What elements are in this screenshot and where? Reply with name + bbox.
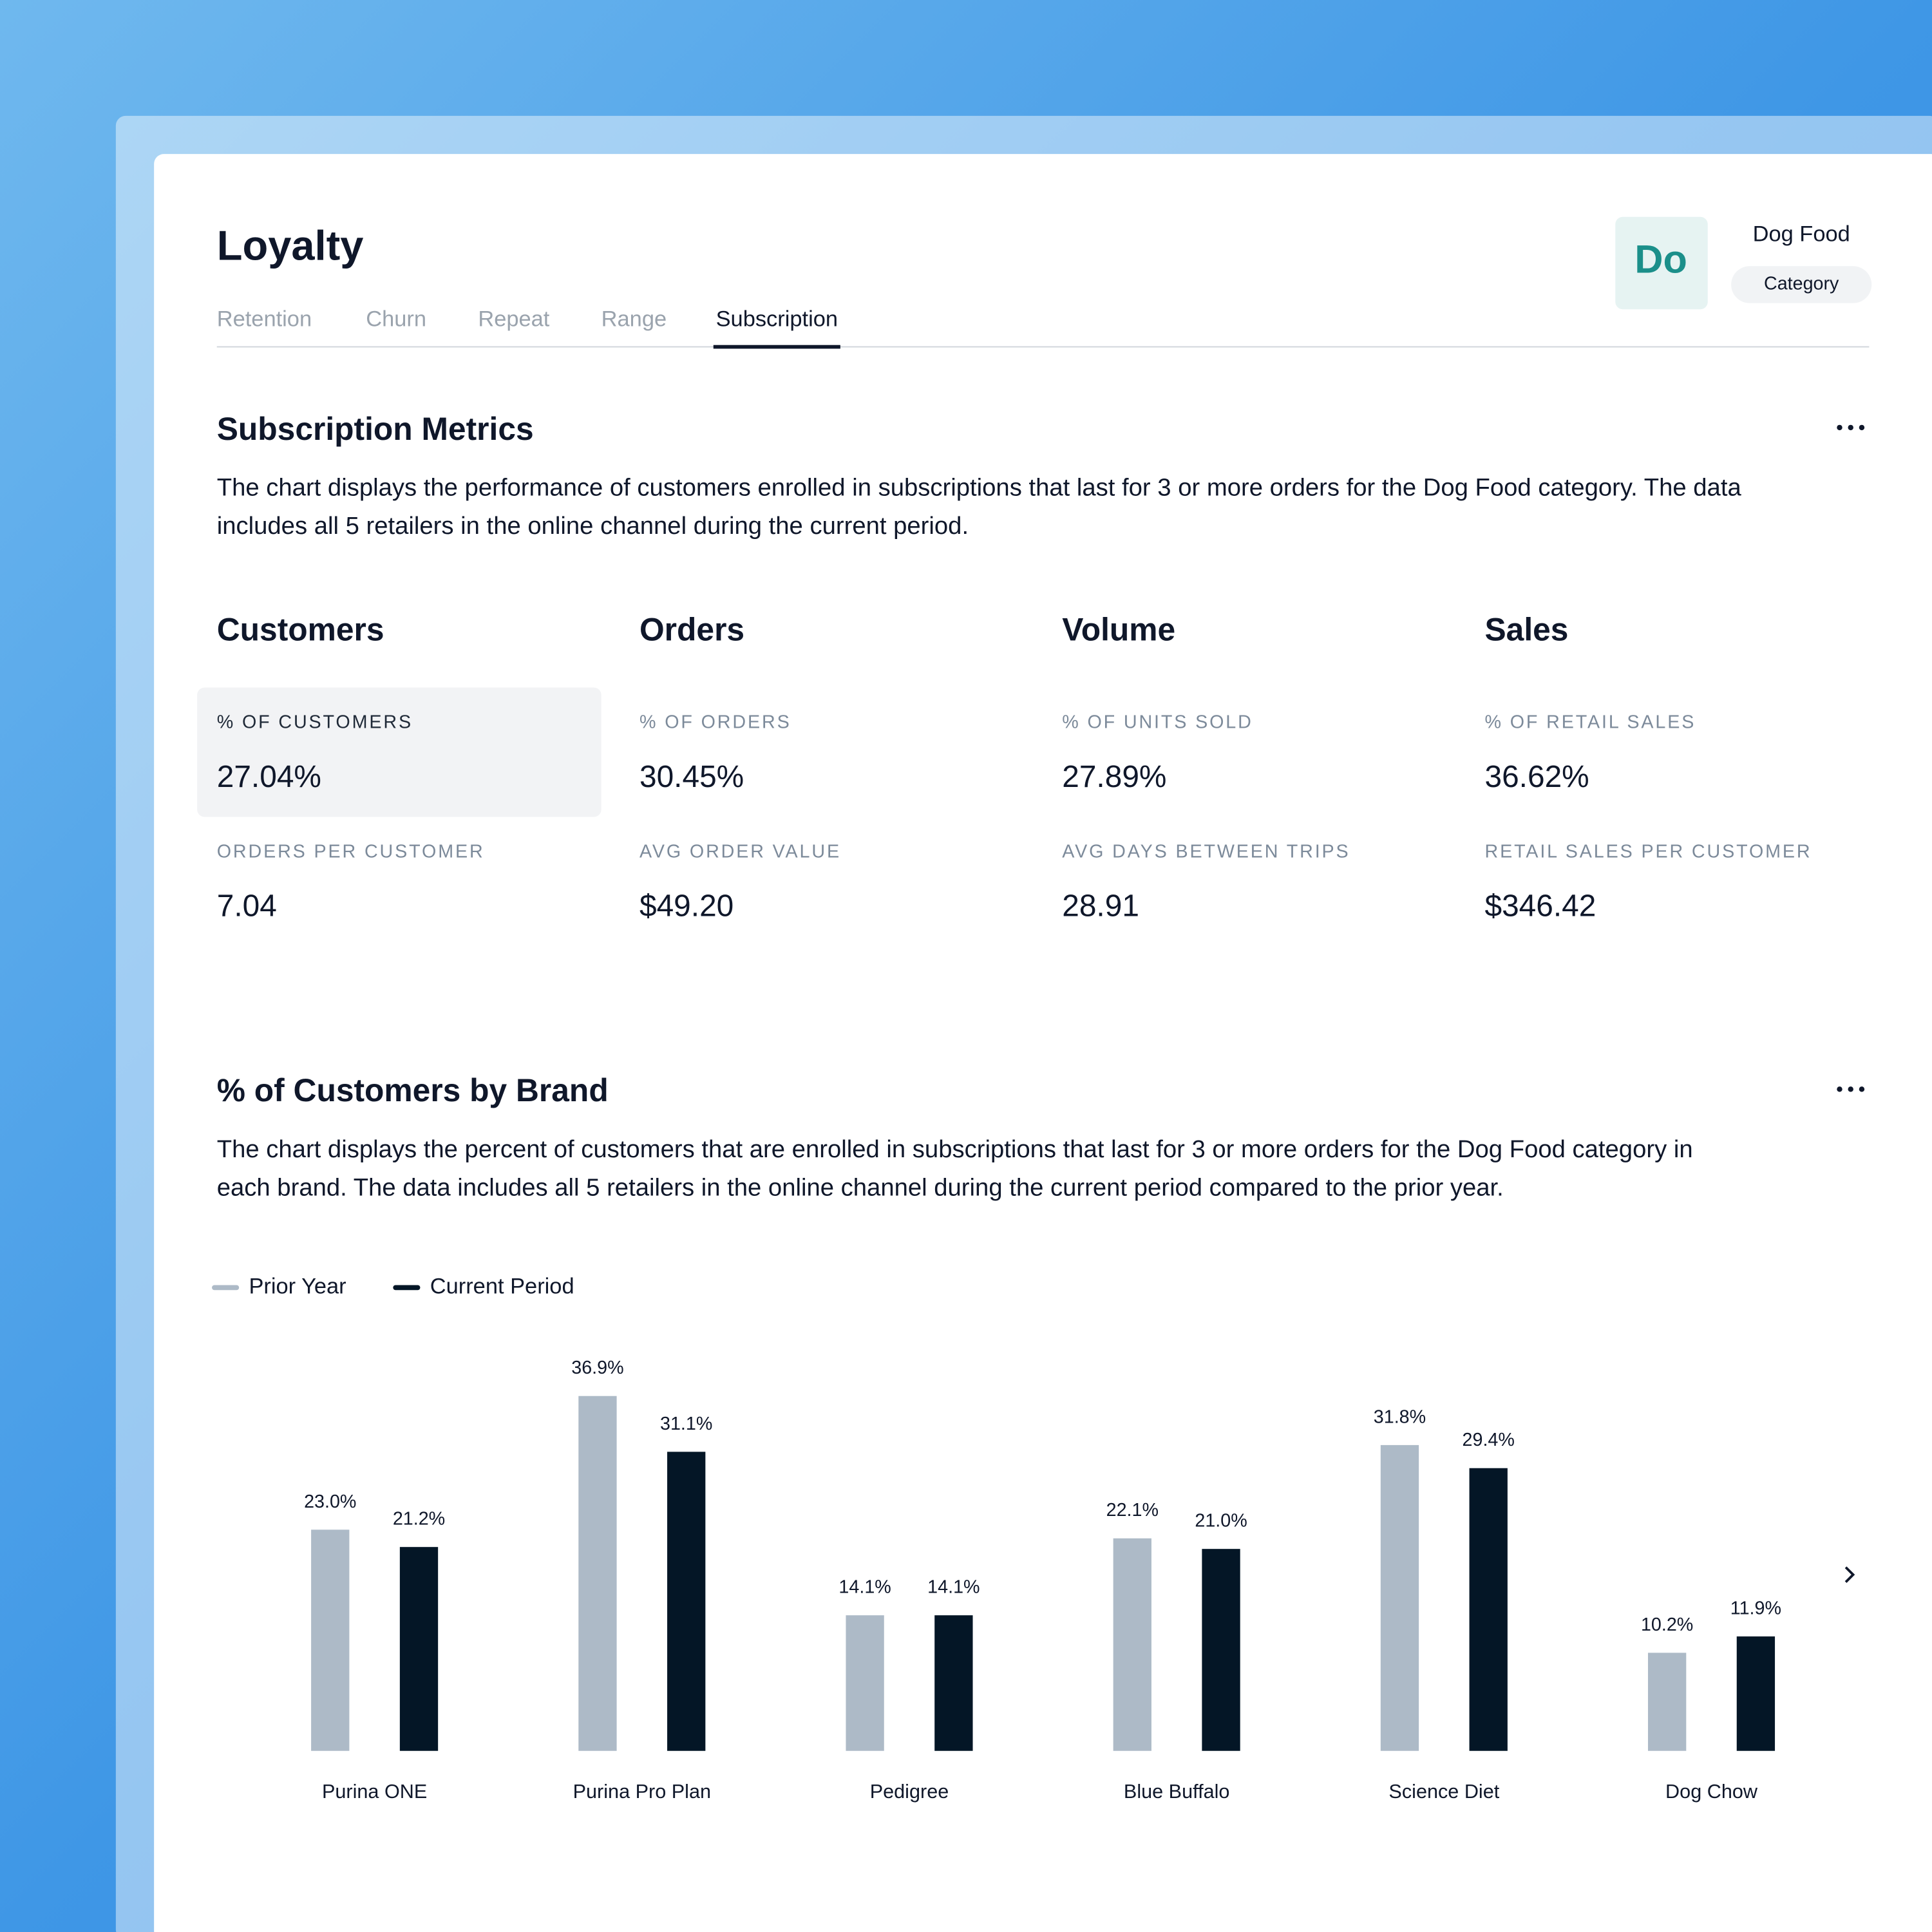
metric-label: % OF RETAIL SALES [1484, 712, 1696, 733]
bar [667, 1452, 706, 1751]
tab-underline [713, 345, 840, 349]
x-tick-label: Science Diet [1388, 1781, 1499, 1803]
metric-label: % OF CUSTOMERS [217, 712, 413, 733]
data-label: 22.1% [1106, 1500, 1159, 1520]
data-label: 29.4% [1463, 1430, 1515, 1450]
bar [1647, 1653, 1687, 1751]
tab[interactable]: Retention [217, 307, 312, 332]
tab[interactable]: Churn [366, 307, 426, 332]
metric-heading: Sales [1484, 612, 1568, 648]
metric-label: % OF UNITS SOLD [1062, 712, 1253, 733]
chart-description: each brand. The data includes all 5 reta… [217, 1173, 1504, 1201]
x-tick-label: Purina ONE [322, 1781, 427, 1803]
data-label: 21.2% [393, 1509, 445, 1530]
category-tag: Category [1764, 274, 1839, 294]
page-title: Loyalty [217, 222, 364, 269]
next-arrow[interactable] [1844, 1566, 1855, 1583]
tab[interactable]: Repeat [478, 307, 549, 332]
metric-label: RETAIL SALES PER CUSTOMER [1484, 842, 1812, 862]
metric-value: 27.89% [1062, 760, 1166, 794]
more-menu[interactable] [1837, 1086, 1865, 1092]
x-tick-label: Pedigree [870, 1781, 949, 1803]
data-label: 21.0% [1195, 1511, 1247, 1531]
legend-label: Current Period [430, 1274, 574, 1298]
metric-value: 7.04 [217, 889, 277, 923]
metric-value: 27.04% [217, 760, 321, 794]
metric-highlight [197, 687, 601, 817]
x-tick-label: Blue Buffalo [1124, 1781, 1230, 1803]
tab[interactable]: Subscription [716, 307, 838, 332]
metric-value: $346.42 [1484, 889, 1596, 923]
bar [311, 1530, 350, 1751]
bar [1202, 1549, 1240, 1751]
metric-heading: Volume [1062, 612, 1175, 648]
data-label: 14.1% [838, 1577, 891, 1598]
bar [1113, 1538, 1151, 1751]
bar [1380, 1444, 1419, 1751]
metric-value: 36.62% [1484, 760, 1589, 794]
more-menu[interactable] [1837, 424, 1865, 431]
metric-heading: Orders [639, 612, 744, 648]
x-tick-label: Purina Pro Plan [573, 1781, 711, 1803]
section-description: The chart displays the performance of cu… [217, 474, 1742, 502]
badge [1615, 216, 1708, 310]
data-label: 14.1% [927, 1577, 980, 1598]
badge-text: Do [1634, 238, 1687, 281]
bar [1736, 1636, 1776, 1751]
bar [399, 1547, 439, 1751]
metric-label: ORDERS PER CUSTOMER [217, 842, 485, 862]
data-label: 31.1% [660, 1414, 712, 1434]
metric-label: % OF ORDERS [639, 712, 791, 733]
data-label: 11.9% [1730, 1598, 1781, 1619]
section-title: Subscription Metrics [217, 411, 534, 447]
bar [846, 1615, 884, 1751]
section-description: includes all 5 retailers in the online c… [217, 512, 969, 540]
metric-value: $49.20 [639, 889, 734, 923]
metric-value: 28.91 [1062, 889, 1139, 923]
chart-description: The chart displays the percent of custom… [217, 1135, 1693, 1163]
metric-heading: Customers [217, 612, 384, 648]
metric-label: AVG DAYS BETWEEN TRIPS [1062, 842, 1350, 862]
bar [1469, 1468, 1508, 1751]
x-tick-label: Dog Chow [1665, 1781, 1758, 1803]
metric-label: AVG ORDER VALUE [639, 842, 841, 862]
bar [578, 1396, 617, 1751]
data-label: 23.0% [304, 1492, 356, 1512]
category-pill [1731, 266, 1872, 303]
bar [934, 1615, 973, 1751]
tab[interactable]: Range [601, 307, 667, 332]
chart-title: % of Customers by Brand [217, 1072, 609, 1108]
data-label: 36.9% [571, 1358, 623, 1378]
legend-label: Prior Year [249, 1274, 346, 1298]
data-label: 31.8% [1374, 1406, 1426, 1427]
category-name: Dog Food [1753, 222, 1850, 247]
data-label: 10.2% [1641, 1615, 1693, 1635]
metric-value: 30.45% [639, 760, 744, 794]
